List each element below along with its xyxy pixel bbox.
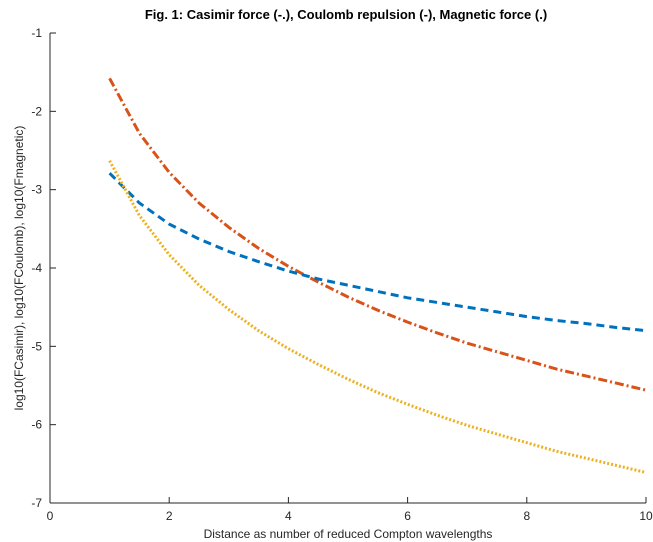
x-tick-label: 10	[639, 509, 653, 523]
y-axis-title: log10(FCasimir), log10(FCoulomb), log10(…	[12, 126, 26, 411]
y-tick-label: -6	[31, 418, 42, 432]
x-tick-label: 8	[523, 509, 530, 523]
x-tick-label: 4	[285, 509, 292, 523]
y-tick-label: -4	[31, 261, 42, 275]
y-tick-label: -3	[31, 183, 42, 197]
y-tick-label: -7	[31, 496, 42, 510]
x-tick-label: 0	[47, 509, 54, 523]
x-tick-label: 2	[166, 509, 173, 523]
x-tick-label: 6	[404, 509, 411, 523]
y-tick-label: -2	[31, 104, 42, 118]
y-tick-label: -5	[31, 339, 42, 353]
series	[108, 77, 647, 474]
series-line-dotted	[108, 159, 647, 474]
series-line-dashed	[108, 172, 647, 333]
x-axis-title: Distance as number of reduced Compton wa…	[204, 527, 493, 541]
ticks: 0 2 4 6 8 10 -7 -6 -5 -4 -3 -2 -1	[31, 26, 653, 523]
y-tick-label: -1	[31, 26, 42, 40]
chart-title: Fig. 1: Casimir force (-.), Coulomb repu…	[145, 7, 547, 22]
plot-area	[49, 33, 646, 504]
series-line-dash-dot	[108, 77, 647, 392]
